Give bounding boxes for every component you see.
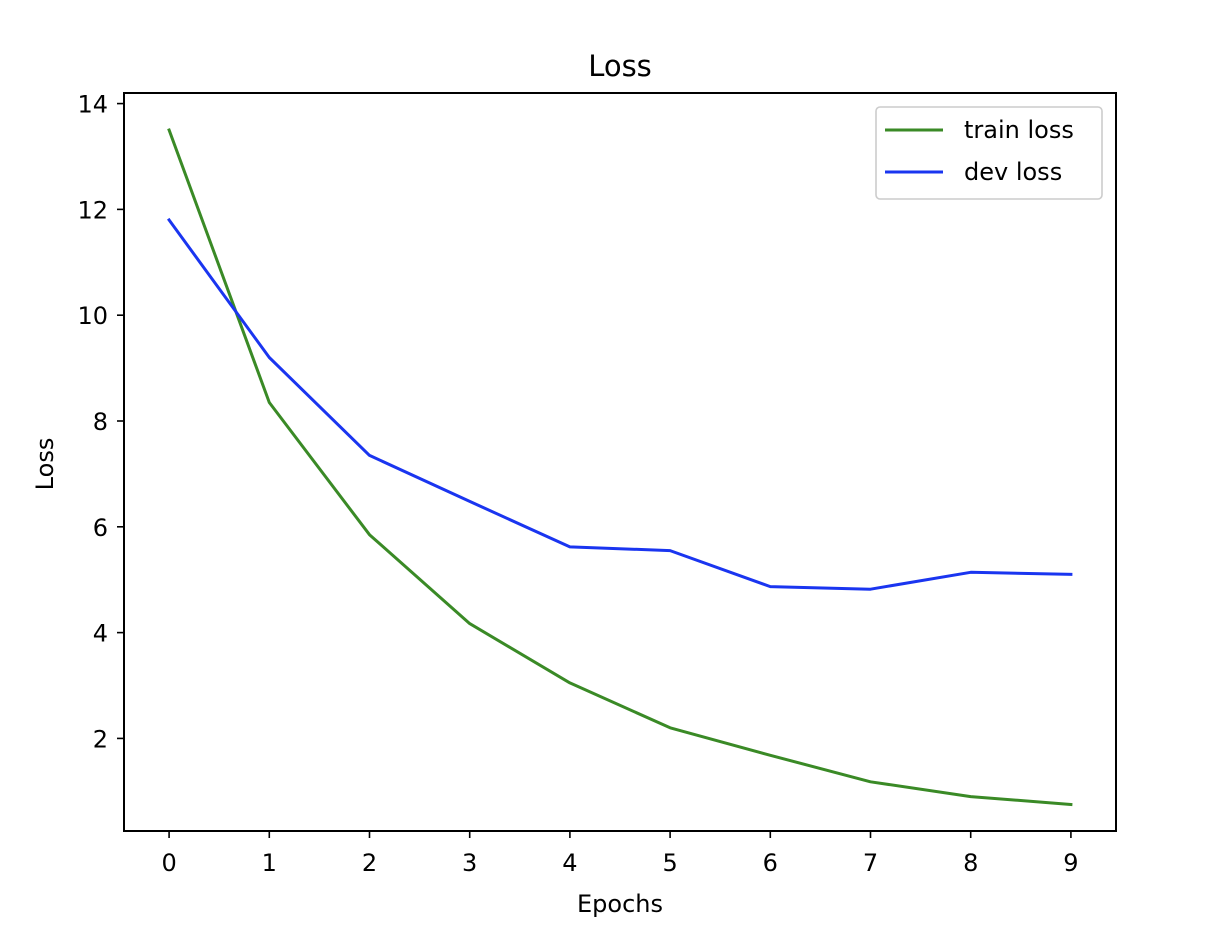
- legend-label-dev-loss: dev loss: [964, 158, 1062, 186]
- x-tick-label: 8: [963, 849, 978, 877]
- legend-label-train-loss: train loss: [964, 116, 1074, 144]
- x-tick-label: 3: [462, 849, 477, 877]
- y-tick-label: 2: [93, 725, 108, 753]
- x-tick-label: 1: [262, 849, 277, 877]
- y-tick-label: 6: [93, 514, 108, 542]
- x-tick-label: 6: [763, 849, 778, 877]
- y-tick-label: 14: [77, 91, 108, 119]
- y-tick-label: 12: [77, 196, 108, 224]
- y-tick-label: 4: [93, 620, 108, 648]
- x-axis-title: Epochs: [577, 890, 663, 918]
- x-tick-label: 7: [863, 849, 878, 877]
- y-tick-label: 10: [77, 302, 108, 330]
- x-tick-label: 4: [562, 849, 577, 877]
- plot-frame: [123, 92, 1117, 832]
- y-axis-title: Loss: [31, 438, 59, 491]
- chart-title: Loss: [588, 49, 652, 83]
- legend: train loss dev loss: [875, 106, 1103, 200]
- x-tick-label: 9: [1063, 849, 1078, 877]
- x-tick-label: 2: [362, 849, 377, 877]
- series-line-train-loss: [167, 128, 1073, 807]
- x-tick-label: 0: [161, 849, 176, 877]
- x-tick-label: 5: [662, 849, 677, 877]
- y-tick-label: 8: [93, 408, 108, 436]
- series-line-dev-loss: [167, 217, 1073, 591]
